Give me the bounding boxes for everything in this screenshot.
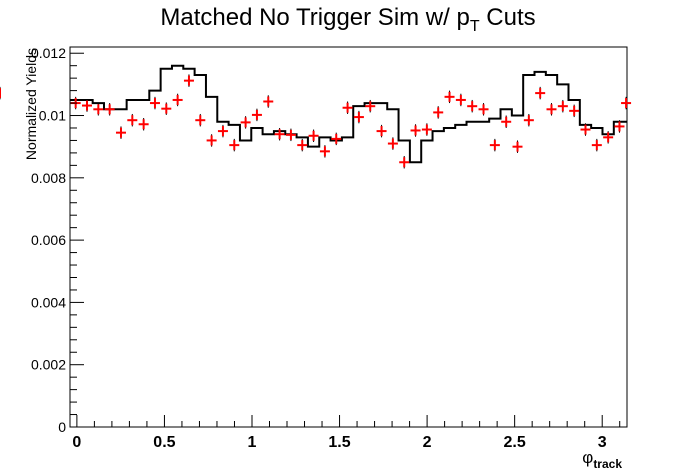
y-axis-label: Normalized Yields [23,48,39,160]
data-point [467,99,478,113]
data-point [274,127,285,141]
x-tick-label: 2.5 [504,434,526,451]
data-point [195,113,206,127]
data-point [93,103,104,116]
x-axis: 0 0.5 1 1.5 2 2.5 3 [72,415,621,451]
y-tick-label: 0.008 [31,170,66,186]
plot-frame-rect [69,46,628,428]
data-point [557,99,568,113]
data-point [127,113,138,127]
x-tick-label: 1 [248,434,257,451]
data-point [421,123,432,136]
chart-title-subscript: T [469,17,480,35]
data-point [149,96,160,110]
y-tick-label: 0.006 [31,232,66,248]
x-tick-label: 1.5 [328,434,350,451]
data-point [217,124,228,138]
data-point [353,110,364,124]
histogram-series [70,64,627,164]
y-tick-label: 0.004 [31,294,66,310]
data-point [603,131,614,144]
data-point [251,108,262,122]
data-point [546,103,557,116]
data-point [376,124,387,138]
data-point [365,99,376,113]
y-axis: 0 0.002 0.004 0.006 0.008 0.01 0.012 [31,45,84,435]
data-point [161,102,172,115]
x-tick-label: 0.5 [153,434,175,451]
data-point [455,93,466,107]
data-point [81,99,92,112]
data-point [444,90,455,104]
chart-title: Matched No Trigger Sim w/ pT Cuts [0,4,696,36]
x-tick-label: 2 [423,434,432,451]
data-point [489,138,500,152]
data-point [512,140,523,153]
data-point [263,95,274,108]
data-point [331,132,342,146]
data-point [580,123,591,136]
y-tick-label: 0.01 [39,108,66,124]
data-point [621,96,632,110]
data-point [297,138,308,152]
data-point [433,106,444,119]
data-point [591,138,602,152]
data-point [410,124,421,137]
data-point [183,74,194,87]
data-point [399,156,410,169]
data-point [535,86,546,100]
data-point [104,103,115,116]
x-axis-label-main: φ [582,448,593,467]
data-point [501,115,512,128]
data-point [342,101,353,114]
x-axis-label: φtrack [582,448,622,471]
data-point [285,128,296,142]
plot-frame [69,46,628,428]
y-tick-label: 0.012 [31,45,66,61]
chart-title-tail: Cuts [479,4,536,31]
y-tick-label: 0 [58,419,66,435]
histogram-line [70,64,627,164]
x-axis-label-subscript: track [593,457,622,471]
points-series [0,74,632,169]
data-point [240,116,251,129]
data-point [138,118,149,131]
data-point [319,145,330,158]
chart-title-main: Matched No Trigger Sim w/ p [160,4,470,31]
data-point [206,134,217,147]
data-point [387,137,398,150]
data-point [308,129,319,142]
data-point [229,138,240,152]
y-tick-label: 0.002 [31,357,66,373]
data-point [569,104,580,118]
x-tick-label: 3 [598,434,607,451]
data-point [523,113,534,127]
data-point [614,120,625,133]
x-tick-label: 0 [72,434,81,451]
data-point [172,93,183,107]
data-point [478,103,489,116]
data-point [115,126,126,139]
